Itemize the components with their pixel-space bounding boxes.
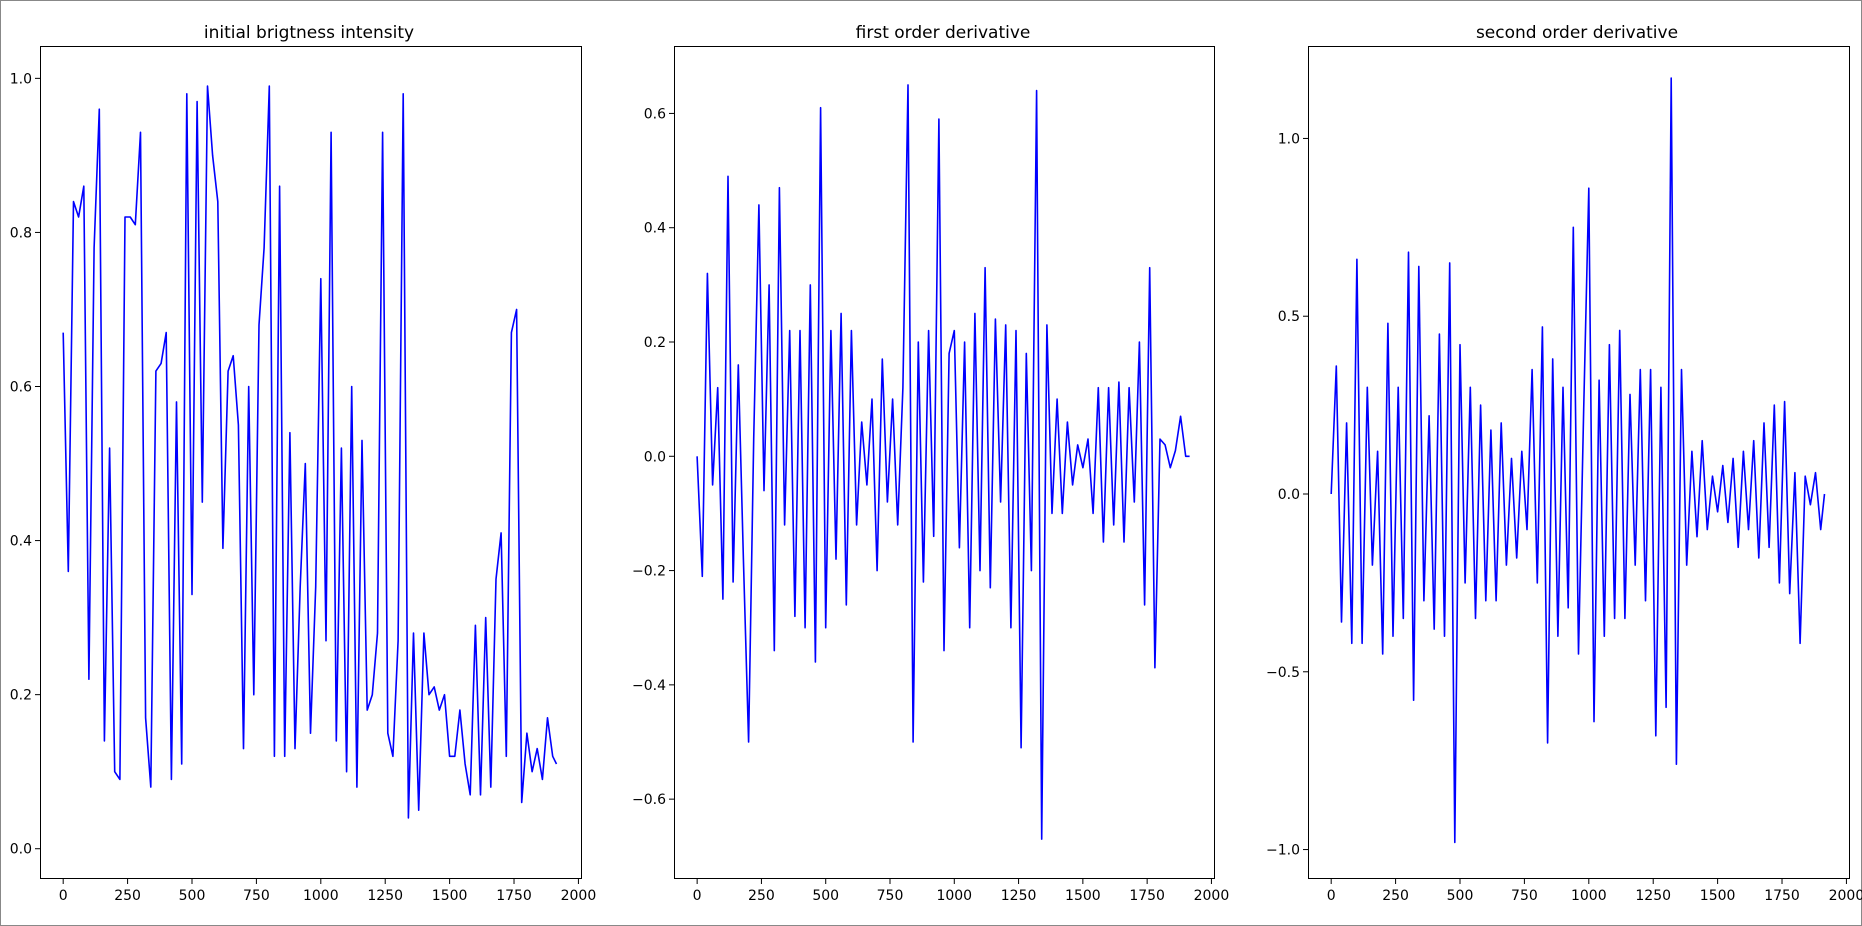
chart-1-ytick-label-3: 0.6 [10,380,32,396]
chart-1-xtick-label-500: 500 [179,888,206,904]
chart-1-xtick-label-250: 250 [114,888,141,904]
panel-2-title: first order derivative [856,23,1031,43]
chart-2-ytick-label-3: 0.0 [644,449,666,465]
chart-1-ytick-label-0: 0.0 [10,842,32,858]
chart-2-xtick-label-1250: 1250 [1001,888,1037,904]
chart-1-ytick-label-1: 0.2 [10,688,32,704]
chart-1-xtick-label-0: 0 [59,888,68,904]
chart-1-ytick-label-4: 0.8 [10,225,32,241]
chart-3-ytick-label-1: −0.5 [1266,665,1300,681]
chart-1-xtick-label-750: 750 [243,888,270,904]
chart-3-xtick-label-500: 500 [1447,888,1474,904]
chart-2-ytick-label-6: 0.6 [644,106,666,122]
chart-3-xtick-label-750: 750 [1511,888,1538,904]
chart-2-ytick-label-4: 0.2 [644,335,666,351]
chart-2-xtick-label-500: 500 [812,888,839,904]
chart-2-ytick-label-5: 0.4 [644,221,666,237]
chart-3-xtick-label-1500: 1500 [1700,888,1736,904]
chart-2-ytick-label-1: −0.4 [632,678,666,694]
chart-3-xtick-label-1250: 1250 [1635,888,1671,904]
chart-1-xtick-label-2000: 2000 [561,888,597,904]
chart-2-xtick-label-750: 750 [877,888,904,904]
chart-3-xtick-label-2000: 2000 [1829,888,1862,904]
chart-2-xtick-label-1500: 1500 [1065,888,1101,904]
chart-1-ytick-label-2: 0.4 [10,534,32,550]
panel-3-title: second order derivative [1476,23,1678,43]
chart-2-xtick-label-1000: 1000 [936,888,972,904]
chart-3-ytick-label-2: 0.0 [1278,487,1300,503]
chart-1-xtick-label-1500: 1500 [432,888,468,904]
chart-3-xtick-label-1750: 1750 [1764,888,1800,904]
chart-3-xtick-label-0: 0 [1327,888,1336,904]
chart-2-xtick-label-1750: 1750 [1129,888,1165,904]
chart-2-xtick-label-2000: 2000 [1194,888,1230,904]
chart-1-ytick-label-5: 1.0 [10,71,32,87]
chart-3-ytick-label-3: 0.5 [1278,309,1300,325]
panel-1-title: initial brigtness intensity [204,23,414,43]
chart-3-ytick-label-4: 1.0 [1278,131,1300,147]
chart-1-xtick-label-1250: 1250 [367,888,403,904]
chart-2-ytick-label-2: −0.2 [632,564,666,580]
chart-3-xtick-label-250: 250 [1382,888,1409,904]
chart-1-xtick-label-1750: 1750 [496,888,532,904]
chart-2-ytick-label-0: −0.6 [632,792,666,808]
chart-1-xtick-label-1000: 1000 [303,888,339,904]
chart-2-xtick-label-0: 0 [693,888,702,904]
chart-3-ytick-label-0: −1.0 [1266,843,1300,859]
chart-2-xtick-label-250: 250 [748,888,775,904]
chart-3-xtick-label-1000: 1000 [1571,888,1607,904]
